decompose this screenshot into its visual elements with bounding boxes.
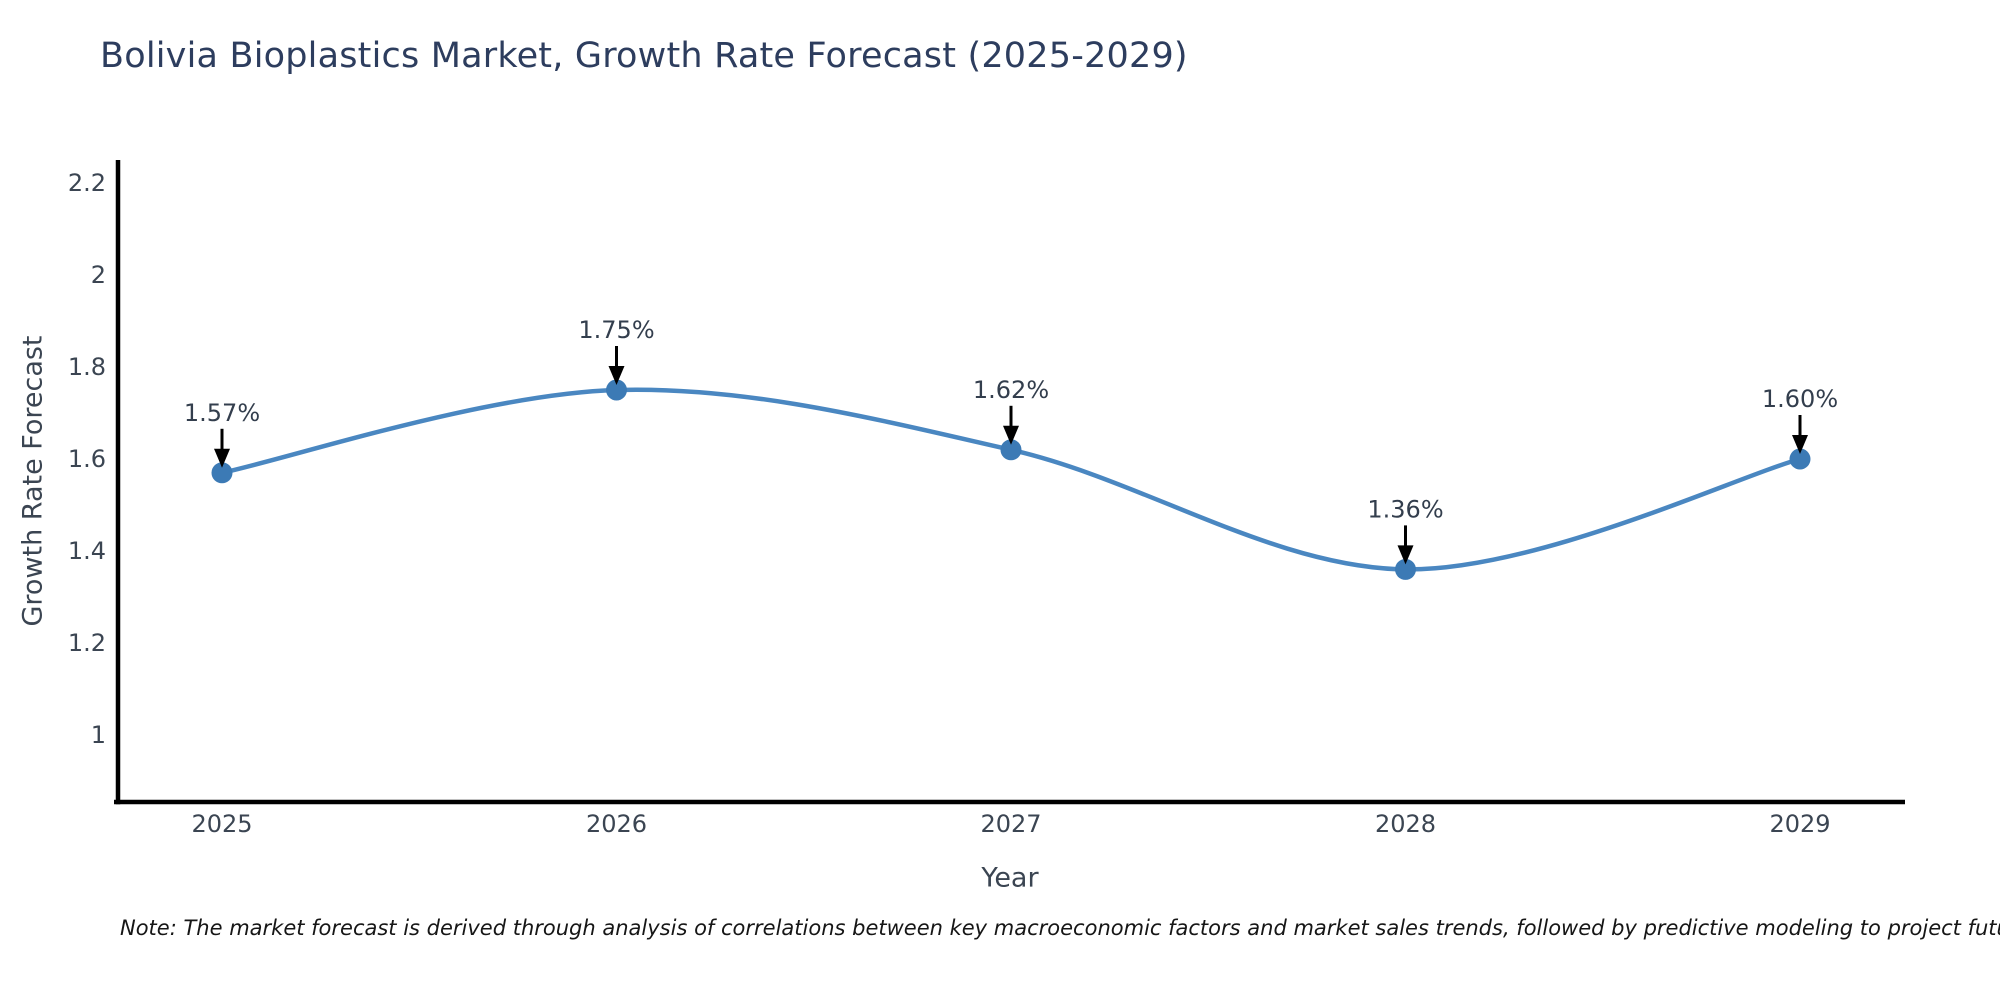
data-point-label: 1.60% — [1762, 385, 1838, 413]
data-point-label: 1.57% — [184, 399, 260, 427]
annotation-arrowhead-icon — [608, 366, 625, 385]
y-tick-label: 1.6 — [68, 445, 106, 473]
data-point-2029 — [1789, 448, 1811, 470]
x-tick-label: 2028 — [1375, 810, 1436, 838]
chart-title: Bolivia Bioplastics Market, Growth Rate … — [100, 36, 1188, 76]
annotation-arrowhead-icon — [1003, 425, 1019, 445]
x-tick-label: 2025 — [191, 810, 252, 838]
data-point-2026 — [606, 379, 627, 401]
y-tick-label: 2.2 — [68, 169, 106, 197]
data-point-2027 — [1000, 439, 1022, 461]
y-tick-label: 1.2 — [68, 629, 106, 657]
y-tick-label: 2 — [91, 261, 106, 289]
annotation-arrowhead-icon — [214, 448, 230, 468]
x-axis-title: Year — [981, 862, 1039, 894]
data-point-label: 1.36% — [1367, 495, 1443, 523]
y-tick-label: 1.8 — [68, 353, 106, 381]
x-tick-label: 2027 — [980, 810, 1041, 838]
footnote: Note: The market forecast is derived thr… — [120, 916, 2000, 940]
data-point-label: 1.62% — [973, 376, 1049, 404]
y-tick-label: 1 — [91, 721, 106, 749]
annotation-arrowhead-icon — [1792, 435, 1808, 454]
x-tick-label: 2026 — [586, 810, 647, 838]
y-tick-label: 1.4 — [68, 537, 106, 565]
data-point-2025 — [211, 462, 233, 484]
annotation-arrowhead-icon — [1397, 545, 1414, 565]
data-point-2028 — [1395, 558, 1416, 580]
x-tick-label: 2029 — [1769, 810, 1830, 838]
data-point-label: 1.75% — [578, 316, 654, 344]
